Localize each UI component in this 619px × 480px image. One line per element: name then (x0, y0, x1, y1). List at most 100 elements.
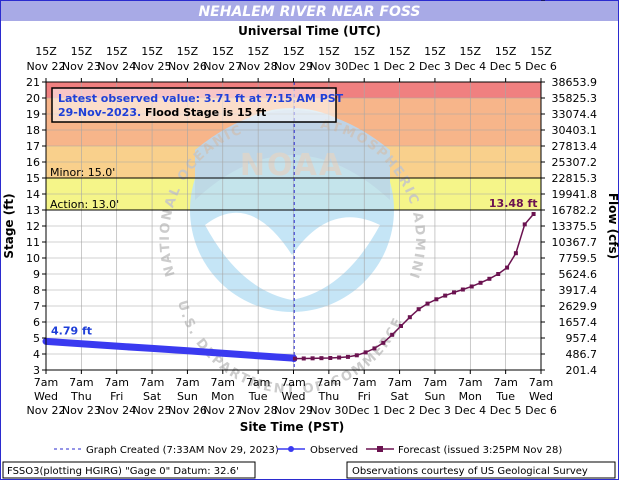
site-tick-date: Dec 2 (384, 404, 416, 417)
stage-tick-label: 5 (33, 332, 40, 345)
legend-observed-marker (288, 446, 294, 452)
utc-tick-date: Dec 2 (384, 60, 416, 73)
flow-tick-label: 19941.8 (552, 188, 598, 201)
flow-tick-label: 5624.6 (559, 268, 598, 281)
site-tick-date: Nov 24 (97, 404, 136, 417)
latest-value-line2: 29-Nov-2023. Flood Stage is 15 ft (58, 106, 266, 119)
observed-point (149, 345, 155, 351)
stage-tick-label: 12 (26, 220, 40, 233)
site-tick-day: Sun (177, 390, 198, 403)
chart-title: NEHALEM RIVER NEAR FOSS (198, 4, 420, 20)
stage-tick-label: 20 (26, 92, 40, 105)
site-tick-date: Dec 5 (490, 404, 522, 417)
site-tick-date: Dec 3 (419, 404, 451, 417)
site-tick-date: Dec 6 (525, 404, 557, 417)
utc-tick-date: Dec 5 (490, 60, 522, 73)
utc-tick-date: Nov 25 (133, 60, 172, 73)
footer-right-box (346, 461, 616, 479)
flow-tick-label: 22815.3 (552, 172, 598, 185)
stage-tick-label: 18 (26, 124, 40, 137)
stage-tick-label: 17 (26, 140, 40, 153)
stage-tick-label: 3 (33, 364, 40, 377)
utc-tick-date: Nov 29 (274, 60, 313, 73)
site-tick-time: 7am (34, 376, 58, 389)
forecast-point (319, 356, 324, 361)
latest-value-date: 29-Nov-2023. (58, 106, 141, 119)
forecast-point (434, 297, 439, 302)
stage-tick-label: 14 (26, 188, 40, 201)
observed-point (184, 348, 190, 354)
stage-tick-label: 8 (33, 284, 40, 297)
site-tick-date: Dec 1 (348, 404, 380, 417)
site-tick-date: Nov 27 (203, 404, 242, 417)
site-tick-day: Thu (70, 390, 92, 403)
observed-point (220, 350, 226, 356)
utc-tick-date: Nov 24 (97, 60, 136, 73)
utc-tick-time: 15Z (247, 45, 269, 58)
stage-tick-label: 15 (26, 172, 40, 185)
legend-created-label: Graph Created (7:33AM Nov 29, 2023) (86, 445, 279, 456)
forecast-point (310, 356, 315, 361)
utc-axis-ticks: 15Z Nov 22 15Z Nov 23 15Z Nov 24 15Z Nov 25 15Z N… (27, 45, 557, 82)
flow-tick-label: 10367.7 (552, 236, 598, 249)
flow-tick-label: 27813.4 (552, 140, 598, 153)
legend-observed-label: Observed (310, 445, 358, 456)
site-tick-time: 7am (423, 376, 447, 389)
site-tick-date: Nov 30 (309, 404, 348, 417)
site-tick-day: Sat (143, 390, 162, 403)
flow-tick-label: 486.7 (566, 348, 598, 361)
utc-tick-time: 15Z (460, 45, 482, 58)
site-tick-day: Wed (529, 390, 553, 403)
site-tick-day: Fri (358, 390, 371, 403)
stage-tick-label: 13 (26, 204, 40, 217)
utc-tick-date: Nov 30 (309, 60, 348, 73)
stage-tick-label: 11 (26, 236, 40, 249)
forecast-point (328, 356, 333, 360)
site-tick-time: 7am (104, 376, 128, 389)
footer-left-box (2, 461, 256, 479)
noaa-watermark-center-text: NOAA (240, 148, 344, 183)
stage-tick-label: 6 (33, 316, 40, 329)
latest-value-line1: Latest observed value: 3.71 ft at 7:15 A… (58, 92, 344, 105)
forecast-point (390, 332, 395, 337)
site-tick-day: Sat (391, 390, 410, 403)
stage-tick-label: 19 (26, 108, 40, 121)
site-tick-date: Nov 26 (168, 404, 207, 417)
site-tick-date: Nov 22 (27, 404, 66, 417)
site-tick-time: 7am (352, 376, 376, 389)
forecast-peak-label: 13.48 ft (489, 197, 538, 210)
utc-tick-time: 15Z (35, 45, 57, 58)
forecast-point (505, 265, 510, 270)
flow-tick-label: 41558.7 (552, 0, 598, 3)
stage-tick-label: 10 (26, 252, 40, 265)
site-tick-day: Mon (459, 390, 482, 403)
forecast-point (292, 356, 297, 361)
utc-tick-date: Dec 1 (348, 60, 380, 73)
site-tick-time: 7am (317, 376, 341, 389)
threshold-label: Action: 13.0' (50, 198, 119, 211)
site-tick-time: 7am (175, 376, 199, 389)
site-tick-day: Tue (495, 390, 515, 403)
flow-tick-label: 1657.4 (559, 316, 598, 329)
site-tick-day: Wed (282, 390, 306, 403)
site-tick-date: Nov 23 (62, 404, 101, 417)
legend-forecast-marker (377, 446, 383, 452)
forecast-point (354, 353, 359, 358)
flow-tick-label: 16782.2 (552, 204, 598, 217)
utc-tick-time: 15Z (495, 45, 517, 58)
utc-tick-time: 15Z (177, 45, 199, 58)
site-time-axis-title: Site Time (PST) (240, 420, 345, 434)
site-tick-date: Nov 28 (239, 404, 278, 417)
footer-credit-text: Observations courtesy of US Geological S… (352, 466, 588, 477)
utc-tick-time: 15Z (530, 45, 552, 58)
utc-tick-time: 15Z (71, 45, 93, 58)
forecast-point (381, 340, 386, 345)
stage-tick-label: 9 (33, 268, 40, 281)
stage-tick-label: 4 (33, 348, 40, 361)
forecast-point (372, 346, 377, 351)
site-tick-time: 7am (493, 376, 517, 389)
header-bar (1, 1, 618, 21)
flow-tick-label: 957.4 (566, 332, 598, 345)
stage-tick-label: 7 (33, 300, 40, 313)
